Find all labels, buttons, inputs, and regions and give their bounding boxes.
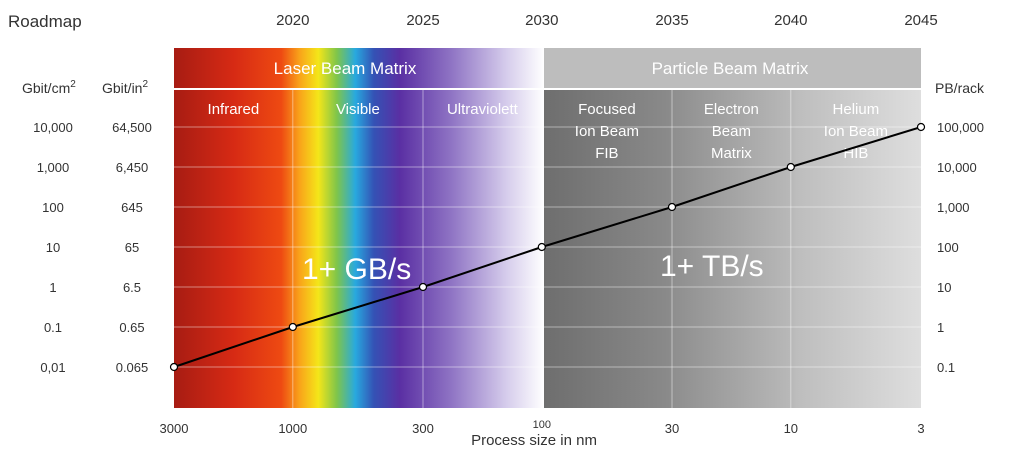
left-inner-tick-1: 64,500 [112,120,152,135]
chart-title: Roadmap [8,12,82,31]
zone-label-4-line-3: FIB [595,145,618,162]
left-inner-tick-4: 65 [125,240,139,255]
data-point-5 [667,202,677,212]
right-unit-label: PB/rack [935,80,985,96]
right-tick-7: 0.1 [937,360,955,375]
right-tick-6: 1 [937,320,944,335]
right-tick-5: 10 [937,280,951,295]
left-inner-tick-3: 645 [121,200,143,215]
right-tick-4: 100 [937,240,959,255]
x-tick-label-100: 100 [533,419,551,431]
left-outer-tick-4: 10 [46,240,60,255]
annotation-tbs: 1+ TB/s [660,250,764,283]
zone-label-5-line-1: Electron [704,101,759,118]
series-line [169,122,926,372]
year-label-2025: 2025 [406,12,439,29]
x-tick-label-3000: 3000 [160,421,189,436]
zone-label-4-line-1: Focused [578,101,636,118]
grid [174,90,921,408]
zone-labels: Infrared Visible Ultraviolett Focused Ion Be… [208,101,888,162]
zone-label-4-line-2: Ion Beam [575,123,639,140]
left-inner-tick-7: 0.065 [116,360,149,375]
year-label-2030: 2030 [525,12,558,29]
year-label-2040: 2040 [774,12,807,29]
year-label-2035: 2035 [655,12,688,29]
laser-band-label: Laser Beam Matrix [274,59,417,78]
data-point-1 [169,362,179,372]
right-tick-1: 100,000 [937,120,984,135]
left-outer-tick-2: 1,000 [37,160,70,175]
zone-label-5-line-2: Beam [712,123,751,140]
left-outer-tick-5: 1 [49,280,56,295]
data-point-3 [418,282,428,292]
zone-label-6-line-1: Helium [833,101,880,118]
right-tick-3: 1,000 [937,200,970,215]
right-tick-2: 10,000 [937,160,977,175]
left-outer-tick-1: 10,000 [33,120,73,135]
x-tick-label-30: 30 [665,421,679,436]
zone-label-2-line-1: Visible [336,101,380,118]
left-outer-tick-3: 100 [42,200,64,215]
zone-label-5-line-3: Matrix [711,145,752,162]
left-inner-unit-label: Gbit/in2 [102,79,148,96]
left-outer-tick-7: 0,01 [40,360,65,375]
left-inner-tick-2: 6,450 [116,160,149,175]
particle-band-background [544,90,921,408]
x-tick-label-300: 300 [412,421,434,436]
particle-header-background [544,48,921,88]
year-label-2020: 2020 [276,12,309,29]
x-axis-title: Process size in nm [471,432,597,449]
left-inner-tick-6: 0.65 [119,320,144,335]
data-point-2 [288,322,297,332]
x-tick-label-10: 10 [784,421,798,436]
laser-header-background [174,48,544,88]
data-point-6 [786,162,795,172]
x-tick-label-3: 3 [917,421,924,436]
laser-band-background [174,90,544,408]
left-inner-tick-5: 6.5 [123,280,141,295]
data-point-7 [916,122,926,132]
annotation-gbs: 1+ GB/s [302,253,411,286]
left-outer-tick-6: 0.1 [44,320,62,335]
left-outer-unit-label: Gbit/cm2 [22,79,76,96]
zone-label-6-line-2: Ion Beam [824,123,888,140]
year-label-2045: 2045 [904,12,937,29]
particle-band-label: Particle Beam Matrix [652,59,809,78]
data-point-4 [537,242,546,252]
x-tick-label-1000: 1000 [278,421,307,436]
zone-label-1-line-1: Infrared [208,101,260,118]
zone-label-3-line-1: Ultraviolett [447,101,519,118]
